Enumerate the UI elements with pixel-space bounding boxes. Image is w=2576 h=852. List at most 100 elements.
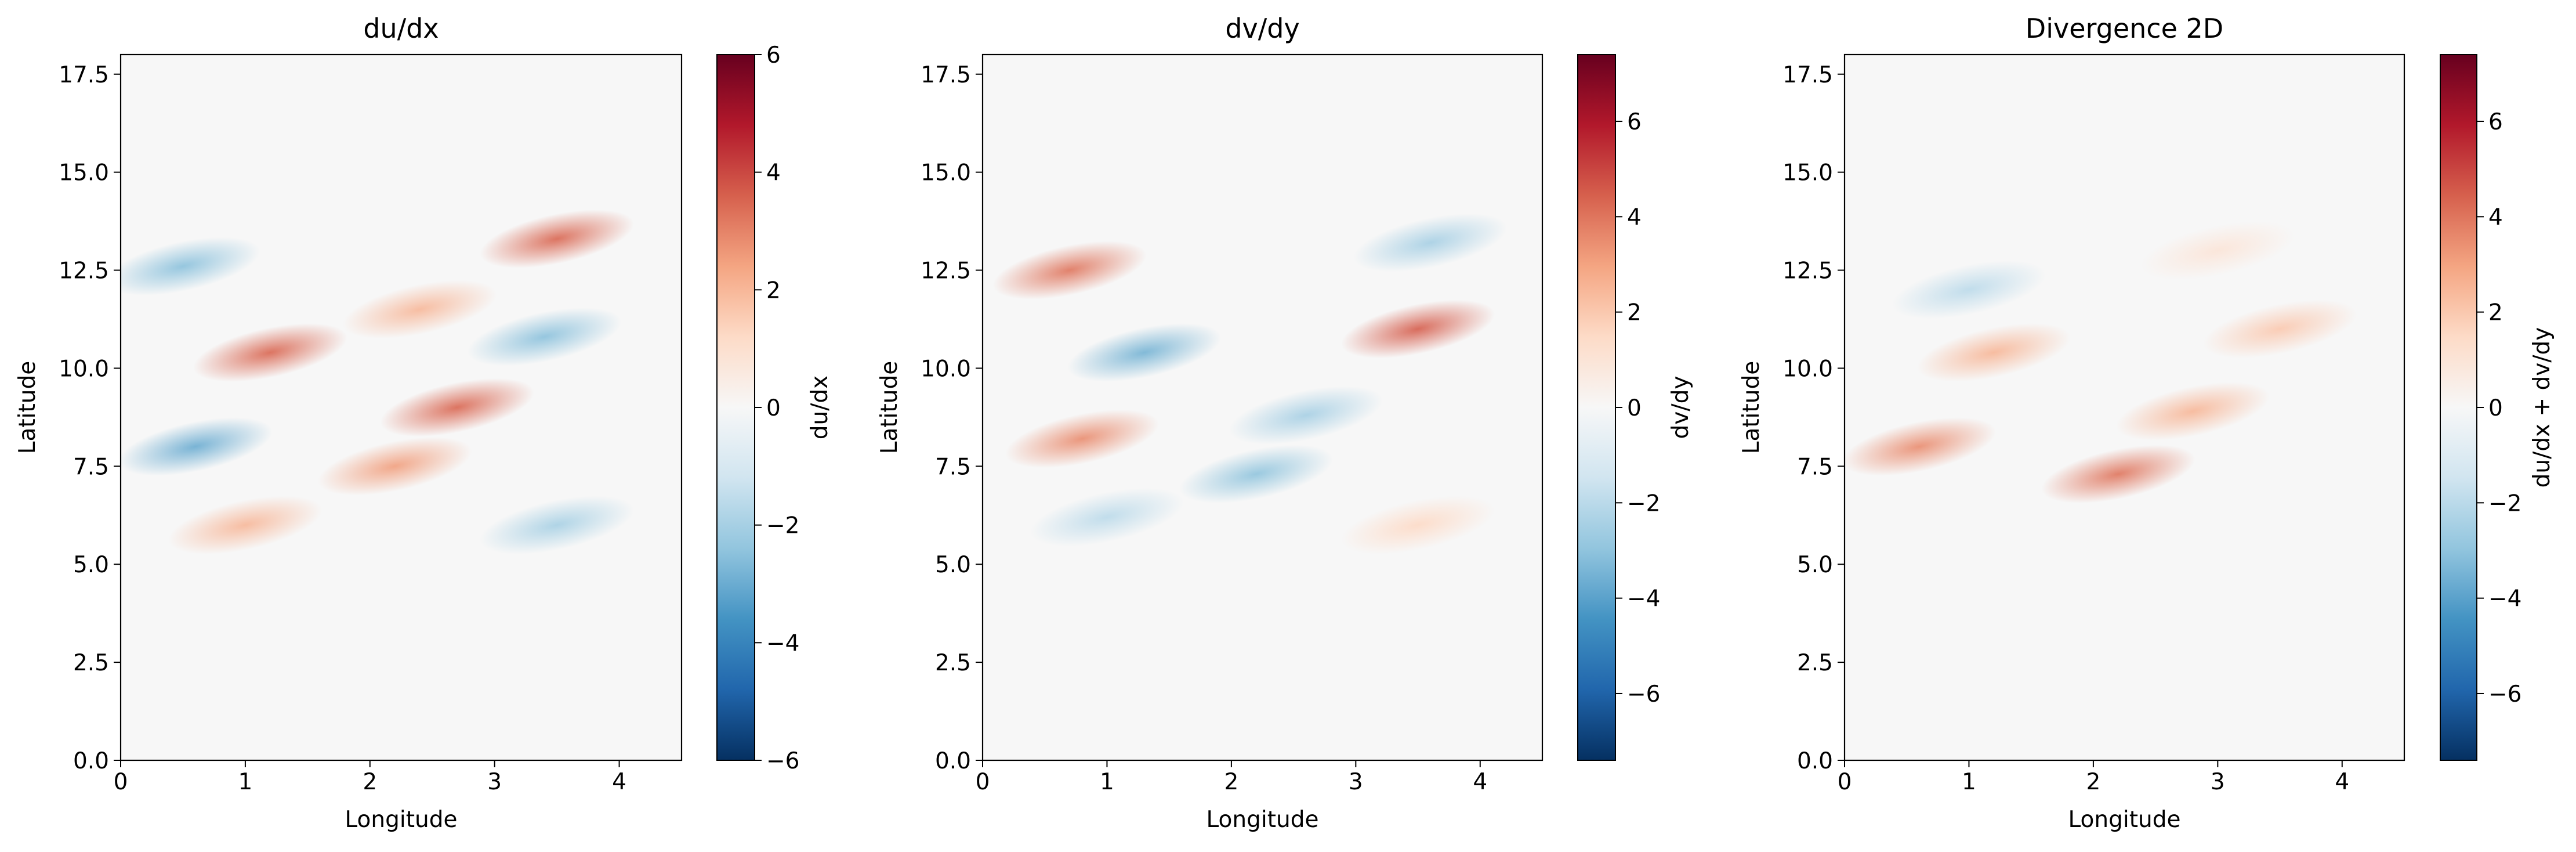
x-tick-label: 4 [612, 769, 626, 795]
x-tick-label: 2 [1224, 769, 1238, 795]
heatmap-feature [1341, 299, 1495, 359]
heatmap-feature [380, 378, 534, 437]
y-tick-label: 17.5 [1782, 62, 1833, 88]
y-tick-label: 7.5 [1797, 454, 1833, 480]
x-tick-label: 2 [363, 769, 377, 795]
y-tick-label: 10.0 [921, 356, 971, 382]
chart-title: dv/dy [1225, 13, 1299, 44]
colorbar-tick-label: 2 [2488, 300, 2503, 326]
chart-title: Divergence 2D [2026, 13, 2223, 44]
colorbar-tick-label: 4 [766, 160, 781, 186]
x-tick-label: 1 [238, 769, 252, 795]
x-tick-label: 0 [1838, 769, 1852, 795]
heatmap-feature [1229, 386, 1383, 445]
colorbar [1577, 54, 1616, 761]
x-tick-label: 3 [2211, 769, 2225, 795]
colorbar-tick-label: −2 [2488, 490, 2522, 517]
chart-panel-3: 0 1 2 3 4 0.0 2.5 5.0 7.5 10.0 12.5 15.0 17.5 Diverge… [1738, 13, 2555, 833]
y-axis-label: Latitude [15, 361, 41, 454]
colorbar [716, 54, 755, 761]
y-tick-label: 17.5 [921, 62, 971, 88]
x-axis-label: Longitude [1207, 807, 1319, 833]
colorbar-tick-label: −2 [766, 513, 800, 539]
colorbar-tick-label: 2 [766, 277, 781, 304]
heatmap-feature [1916, 323, 2071, 382]
y-tick-label: 17.5 [59, 62, 109, 88]
heatmap-feature [1845, 417, 1997, 476]
y-tick-label: 7.5 [73, 454, 109, 480]
colorbar-tick-label: 6 [1627, 109, 1642, 135]
colorbar-tick-label: −6 [1627, 681, 1661, 707]
chart-panel-2: 0 1 2 3 4 0.0 2.5 5.0 7.5 10.0 12.5 15.0 17.5 dv/dy Lo… [876, 13, 1694, 833]
heatmap-feature [343, 280, 497, 339]
chart-panel-1: 0 1 2 3 4 0.0 2.5 5.0 7.5 10.0 12.5 15.0 17.5 du/dx Lo… [15, 13, 833, 833]
y-tick-label: 2.5 [1797, 650, 1833, 676]
y-tick-label: 15.0 [921, 160, 971, 186]
y-axis-label: Latitude [876, 361, 903, 454]
x-tick-label: 3 [1349, 769, 1363, 795]
x-tick-label: 0 [114, 769, 128, 795]
heatmap-feature [467, 308, 622, 366]
colorbar-tick-label: 0 [1627, 395, 1642, 421]
colorbar-tick-label: 4 [1627, 204, 1642, 230]
x-tick-label: 4 [2335, 769, 2349, 795]
x-tick-label: 0 [976, 769, 990, 795]
y-tick-label: 15.0 [59, 160, 109, 186]
y-tick-label: 0.0 [935, 748, 971, 774]
y-tick-label: 12.5 [59, 258, 109, 284]
x-tick-label: 1 [1962, 769, 1976, 795]
heatmap-feature [1179, 445, 1334, 504]
heatmap-feature [480, 210, 634, 268]
heatmap-feature [1353, 214, 1508, 272]
heatmap-feature [1005, 409, 1159, 468]
heatmap-feature [193, 323, 347, 382]
heatmap-feature [168, 496, 323, 554]
heatmap-feature [1067, 323, 1222, 382]
y-tick-label: 0.0 [73, 748, 109, 774]
heatmap-feature [121, 237, 260, 296]
heatmap-feature [121, 417, 273, 476]
heatmap-feature [2203, 299, 2357, 359]
y-tick-label: 2.5 [935, 650, 971, 676]
colorbar-tick-label: 2 [1627, 300, 1642, 326]
chart-title: du/dx [363, 13, 439, 44]
y-tick-label: 12.5 [1782, 258, 1833, 284]
colorbar-tick-label: −4 [2488, 586, 2522, 612]
colorbar-tick-label: −4 [1627, 586, 1661, 612]
colorbar-tick-label: 6 [766, 42, 781, 68]
colorbar-tick-label: 0 [2488, 395, 2503, 421]
y-tick-label: 12.5 [921, 258, 971, 284]
y-tick-label: 5.0 [73, 552, 109, 578]
heatmap-feature [992, 241, 1147, 299]
axes-frame [981, 53, 1544, 761]
colorbar-tick-label: −2 [1627, 490, 1661, 517]
y-tick-label: 10.0 [1782, 356, 1833, 382]
y-tick-label: 5.0 [935, 552, 971, 578]
colorbar-tick-label: −6 [766, 748, 800, 774]
plot-area [1845, 55, 2404, 760]
colorbar [2440, 54, 2477, 761]
y-tick-label: 0.0 [1797, 748, 1833, 774]
colorbar-label: du/dx + dv/dy [2529, 327, 2555, 488]
y-tick-label: 2.5 [73, 650, 109, 676]
heatmap-feature [1030, 488, 1184, 547]
colorbar-label: du/dx [807, 376, 833, 439]
x-tick-label: 4 [1473, 769, 1487, 795]
heatmap-feature [1341, 496, 1495, 554]
axes-frame [1843, 53, 2405, 761]
heatmap-feature [318, 437, 472, 496]
colorbar-tick-label: 6 [2488, 109, 2503, 135]
colorbar-tick-label: 4 [2488, 204, 2503, 230]
y-tick-label: 15.0 [1782, 160, 1833, 186]
heatmap-feature [1892, 261, 2046, 319]
x-axis-label: Longitude [345, 807, 458, 833]
colorbar-tick-label: −4 [766, 630, 800, 656]
heatmap-feature [2140, 221, 2295, 280]
x-axis-label: Longitude [2068, 807, 2181, 833]
heatmap-feature [2116, 382, 2270, 441]
y-tick-label: 10.0 [59, 356, 109, 382]
y-tick-label: 7.5 [935, 454, 971, 480]
heatmap-feature [2041, 445, 2195, 504]
x-tick-label: 2 [2086, 769, 2100, 795]
